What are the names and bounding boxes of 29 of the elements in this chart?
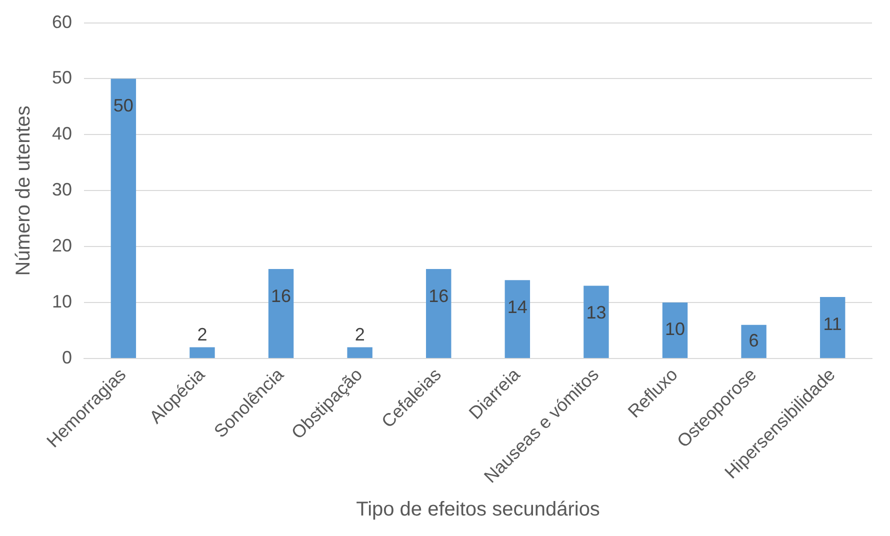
bar <box>190 347 215 358</box>
bar <box>347 347 372 358</box>
data-label: 2 <box>197 324 208 344</box>
y-tick-label: 20 <box>52 236 72 256</box>
data-label: 14 <box>507 297 528 318</box>
data-label: 16 <box>271 286 292 306</box>
y-tick-label: 40 <box>52 124 72 144</box>
data-label: 10 <box>664 319 686 340</box>
bar <box>662 302 688 358</box>
y-tick-label: 0 <box>62 347 72 368</box>
data-label: 6 <box>748 330 759 350</box>
x-axis-title: Tipo de efeitos secundários <box>356 498 600 521</box>
y-tick-label: 50 <box>52 68 72 88</box>
bar <box>426 268 452 358</box>
y-tick-label: 30 <box>52 180 72 200</box>
bar <box>504 280 530 358</box>
data-label: 13 <box>586 302 606 323</box>
y-tick-label: 10 <box>52 292 72 312</box>
data-label: 2 <box>354 324 365 344</box>
y-tick-label: 60 <box>52 12 72 32</box>
data-label: 16 <box>428 286 449 306</box>
bar <box>820 296 846 358</box>
y-axis-title: Número de utentes <box>12 106 35 276</box>
bar <box>741 324 766 358</box>
bar <box>584 286 609 358</box>
bar <box>110 78 136 358</box>
data-label: 11 <box>823 314 842 334</box>
data-label: 50 <box>113 96 134 116</box>
bar <box>268 268 294 358</box>
